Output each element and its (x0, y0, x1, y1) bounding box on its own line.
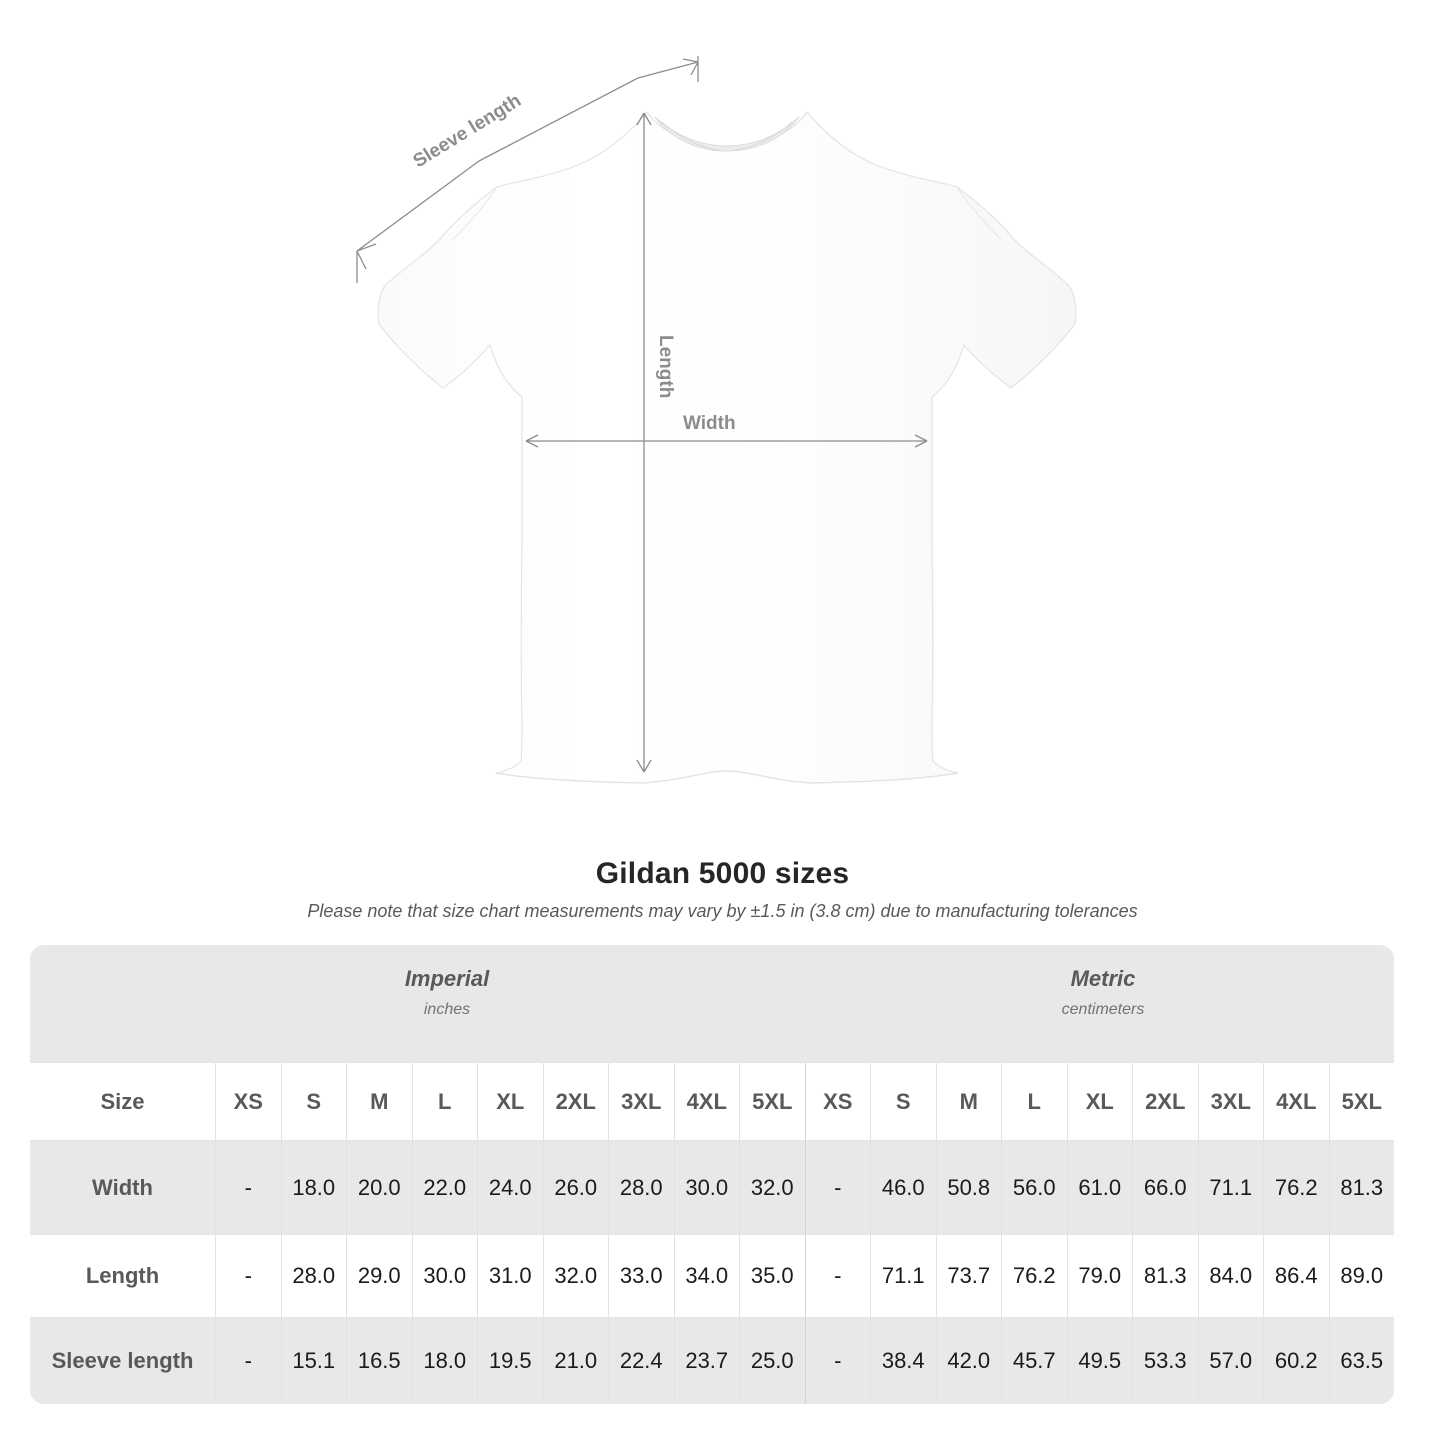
svg-text:Length: Length (655, 335, 676, 398)
svg-text:Width: Width (683, 413, 736, 434)
svg-text:Sleeve length: Sleeve length (410, 90, 525, 172)
